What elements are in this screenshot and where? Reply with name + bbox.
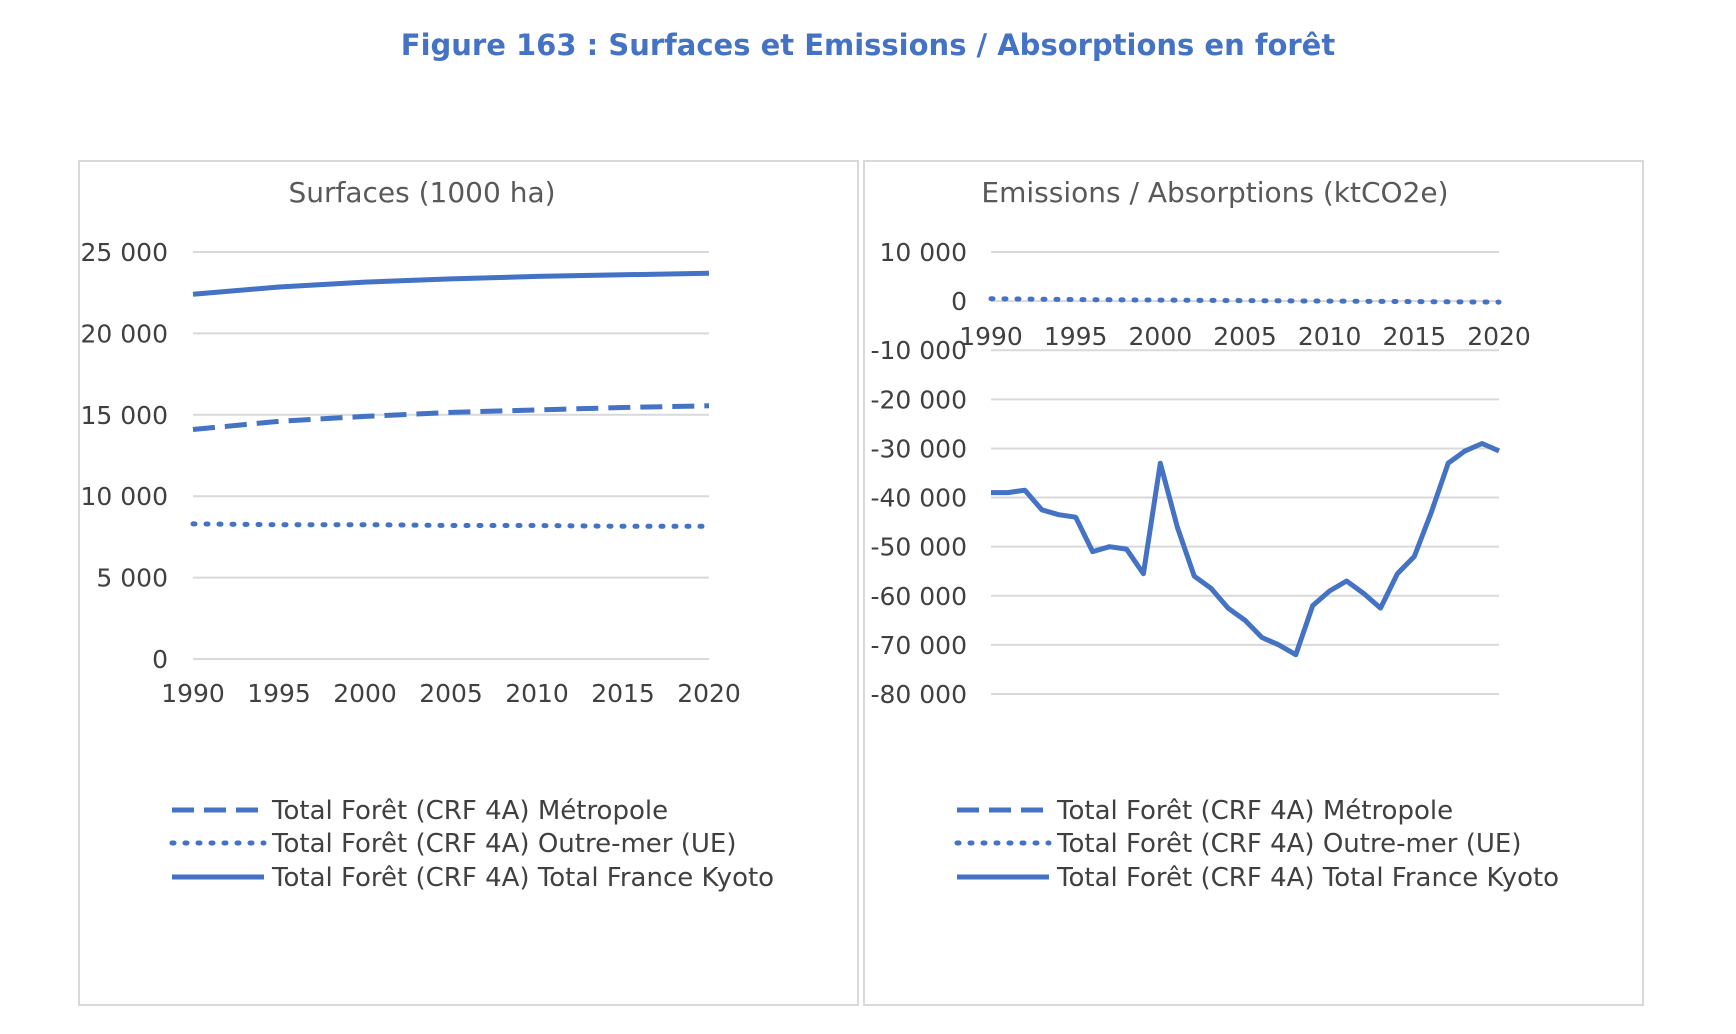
- chart-title: Emissions / Absorptions (ktCO2e): [981, 176, 1448, 209]
- y-tick-label: -70 000: [871, 631, 968, 660]
- x-tick-label: 1995: [1044, 322, 1108, 351]
- chart-panel-surfaces: Surfaces (1000 ha) 0 5 000 10 000 15 000 20 0…: [78, 160, 859, 1006]
- y-tick-label: 5 000: [96, 564, 168, 593]
- y-tick-label: 10 000: [880, 238, 967, 267]
- y-tick-label: -30 000: [871, 434, 968, 463]
- legend-label: Total Forêt (CRF 4A) Total France Kyoto: [1056, 863, 1559, 893]
- y-tick-label: -80 000: [871, 680, 968, 709]
- y-tick-label: -10 000: [871, 336, 968, 365]
- x-tick-label: 1995: [247, 679, 311, 708]
- y-tick-label: 0: [951, 287, 967, 316]
- y-tick-label: -20 000: [871, 385, 968, 414]
- x-tick-label: 2015: [591, 679, 655, 708]
- x-tick-label: 2005: [1213, 322, 1277, 351]
- x-tick-label: 2005: [419, 679, 483, 708]
- x-tick-label: 2000: [333, 679, 397, 708]
- emissions-chart: Emissions / Absorptions (ktCO2e) 10 000 0 -…: [871, 176, 1560, 893]
- legend-label: Total Forêt (CRF 4A) Métropole: [271, 796, 668, 826]
- y-tick-label: -40 000: [871, 484, 968, 513]
- x-tick-label: 1990: [161, 679, 225, 708]
- y-tick-label: -50 000: [871, 533, 968, 562]
- x-tick-label: 2015: [1383, 322, 1447, 351]
- x-tick-label: 2010: [505, 679, 569, 708]
- y-tick-label: 25 000: [81, 238, 168, 267]
- y-tick-label: -60 000: [871, 582, 968, 611]
- x-tick-label: 2020: [1467, 322, 1531, 351]
- y-tick-label: 15 000: [81, 401, 168, 430]
- series-line-dashed: [192, 403, 710, 432]
- y-tick-label: 20 000: [81, 319, 168, 348]
- chart-title: Surfaces (1000 ha): [288, 176, 555, 209]
- x-tick-label: 2000: [1129, 322, 1193, 351]
- y-tick-label: 10 000: [81, 482, 168, 511]
- chart-panel-emissions: Emissions / Absorptions (ktCO2e) 10 000 0 -…: [863, 160, 1644, 1006]
- surfaces-chart: Surfaces (1000 ha) 0 5 000 10 000 15 000 20 0…: [81, 176, 775, 893]
- legend-label: Total Forêt (CRF 4A) Total France Kyoto: [271, 863, 774, 893]
- x-tick-label: 2010: [1298, 322, 1362, 351]
- series-line-dotted: [190, 521, 712, 529]
- series-line-solid: [991, 441, 1501, 658]
- legend-label: Total Forêt (CRF 4A) Outre-mer (UE): [271, 829, 736, 859]
- legend-label: Total Forêt (CRF 4A) Métropole: [1056, 796, 1453, 826]
- series-line-solid: [192, 270, 710, 297]
- y-tick-label: 0: [152, 645, 168, 674]
- x-tick-label: 2020: [677, 679, 741, 708]
- x-tick-label: 1990: [959, 322, 1023, 351]
- legend-label: Total Forêt (CRF 4A) Outre-mer (UE): [1056, 829, 1521, 859]
- figure-title: Figure 163 : Surfaces et Emissions / Abs…: [400, 28, 1336, 62]
